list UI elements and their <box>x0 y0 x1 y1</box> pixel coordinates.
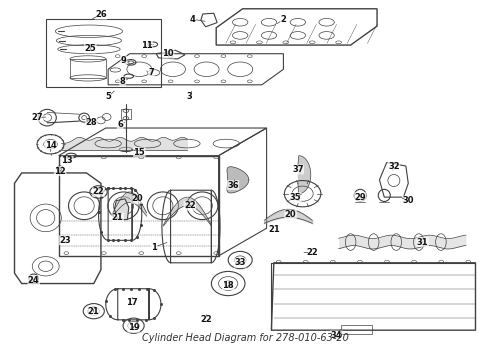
Text: 6: 6 <box>117 120 123 129</box>
Text: 3: 3 <box>187 93 193 102</box>
Text: 13: 13 <box>62 156 73 165</box>
Text: 37: 37 <box>292 165 304 174</box>
Polygon shape <box>227 167 249 193</box>
Bar <box>70 59 106 78</box>
Text: 31: 31 <box>417 238 428 247</box>
Text: 22: 22 <box>201 315 213 324</box>
Text: 1: 1 <box>151 243 157 252</box>
Text: 21: 21 <box>88 307 99 316</box>
Text: 7: 7 <box>148 68 154 77</box>
Text: Cylinder Head Diagram for 278-010-63-20: Cylinder Head Diagram for 278-010-63-20 <box>142 333 348 343</box>
Text: 23: 23 <box>59 236 71 245</box>
Text: 30: 30 <box>402 196 414 205</box>
Text: 8: 8 <box>120 77 125 86</box>
Text: 36: 36 <box>227 181 239 189</box>
Text: 12: 12 <box>54 167 66 176</box>
Text: 5: 5 <box>105 93 111 102</box>
Text: 15: 15 <box>133 148 145 157</box>
Text: 14: 14 <box>45 141 56 150</box>
Text: 4: 4 <box>189 15 195 24</box>
Text: 22: 22 <box>306 248 318 257</box>
Text: 32: 32 <box>388 162 400 171</box>
Text: 21: 21 <box>268 225 280 234</box>
Text: 28: 28 <box>86 118 97 127</box>
Text: 10: 10 <box>162 49 174 58</box>
Bar <box>46 19 161 86</box>
Text: 18: 18 <box>222 281 234 290</box>
Text: 27: 27 <box>32 113 44 122</box>
Text: 29: 29 <box>354 193 366 202</box>
Bar <box>341 325 372 334</box>
Text: 25: 25 <box>84 44 96 53</box>
Bar <box>121 109 131 120</box>
Text: 24: 24 <box>28 276 40 284</box>
Text: 20: 20 <box>131 194 143 203</box>
Text: 19: 19 <box>128 323 140 332</box>
Text: 22: 22 <box>93 188 104 197</box>
Text: 35: 35 <box>290 193 301 202</box>
Text: 9: 9 <box>121 56 127 65</box>
Text: 33: 33 <box>234 258 246 267</box>
Text: 34: 34 <box>330 331 342 340</box>
Text: 21: 21 <box>112 213 123 222</box>
Text: 22: 22 <box>184 201 196 210</box>
Text: 26: 26 <box>95 10 107 19</box>
Text: 2: 2 <box>280 15 286 24</box>
Text: 20: 20 <box>285 210 296 219</box>
Polygon shape <box>298 156 311 194</box>
Text: 17: 17 <box>126 298 138 307</box>
Text: 11: 11 <box>141 41 152 50</box>
Polygon shape <box>114 199 129 220</box>
